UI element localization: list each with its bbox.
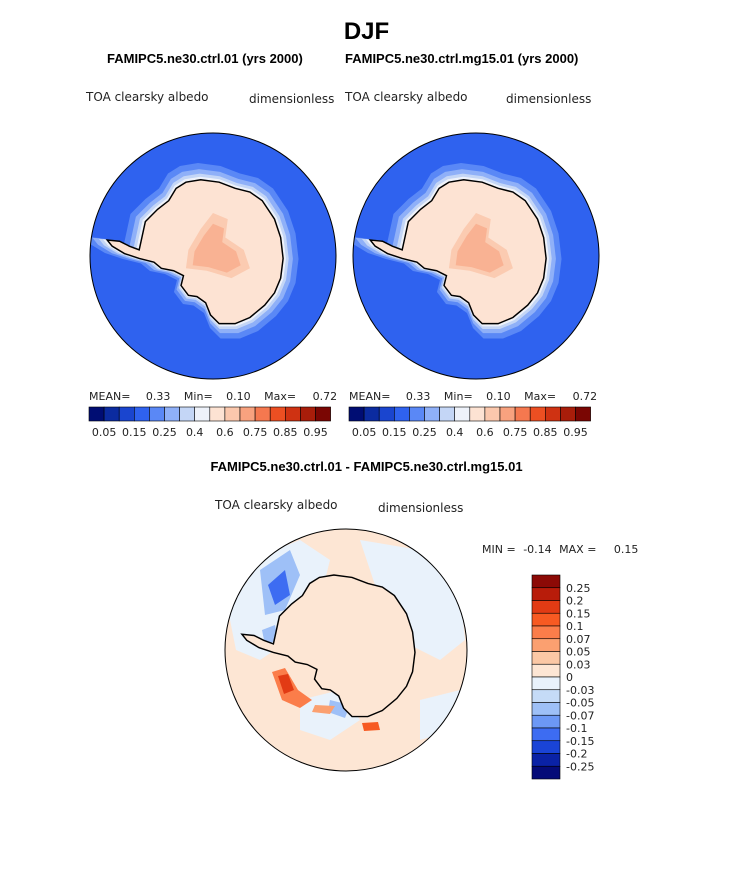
colorbar-tick-label: -0.07	[566, 709, 594, 722]
colorbar-tick-label: 0.07	[566, 633, 591, 646]
colorbar-box	[531, 689, 561, 703]
colorbar-box	[514, 406, 531, 422]
colorbar-box	[531, 702, 561, 716]
diff-units-label: dimensionless	[378, 501, 464, 515]
colorbar-tick-label: 0.05	[92, 426, 117, 439]
colorbar-box	[254, 406, 271, 422]
colorbar-box	[300, 406, 316, 422]
colorbar-tick-label: 0.05	[566, 646, 591, 659]
colorbar-box	[531, 663, 561, 678]
colorbar-tick-label: -0.1	[566, 722, 587, 735]
right-units-label: dimensionless	[506, 92, 592, 106]
colorbar-tick-label: 0.03	[566, 658, 591, 671]
colorbar-box	[284, 406, 301, 422]
colorbar-box	[424, 406, 440, 422]
colorbar-tick-label: 0.6	[476, 426, 494, 439]
colorbar-box	[469, 406, 486, 422]
colorbar-box	[209, 406, 226, 422]
colorbar-box	[103, 406, 120, 422]
colorbar-box	[179, 406, 196, 422]
difference-map	[224, 528, 468, 772]
difference-colorbar: 0.250.20.150.10.070.050.030-0.03-0.05-0.…	[531, 574, 594, 780]
colorbar-box	[531, 587, 561, 601]
colorbar-box	[531, 574, 561, 589]
colorbar-tick-label: 0.95	[563, 426, 588, 439]
colorbar-tick-label: 0	[566, 671, 573, 684]
colorbar-box	[531, 727, 561, 742]
colorbar-box	[378, 406, 395, 422]
colorbar-tick-label: 0.15	[382, 426, 407, 439]
colorbar-tick-label: 0.15	[122, 426, 147, 439]
left-units-label: dimensionless	[249, 92, 335, 106]
colorbar-tick-label: -0.15	[566, 735, 594, 748]
colorbar-box	[484, 406, 501, 422]
colorbar-tick-label: 0.2	[566, 595, 584, 608]
colorbar-box	[269, 406, 286, 422]
colorbar-box	[544, 406, 561, 422]
colorbar-box	[529, 406, 546, 422]
colorbar-tick-label: 0.6	[216, 426, 234, 439]
colorbar-box	[531, 651, 561, 665]
colorbar-box	[224, 406, 241, 422]
colorbar-tick-label: 0.85	[273, 426, 298, 439]
colorbar-tick-label: 0.4	[186, 426, 204, 439]
colorbar-tick-label: 0.25	[412, 426, 437, 439]
colorbar-box	[531, 714, 561, 729]
colorbar-box	[239, 406, 256, 422]
right-colorbar: 0.05 0.15 0.25 0.4 0.6 0.75 0.85 0.95	[348, 406, 591, 439]
colorbar-tick-label: -0.03	[566, 684, 594, 697]
colorbar-tick-label: 0.4	[446, 426, 464, 439]
colorbar-box	[348, 406, 365, 422]
colorbar-box	[393, 406, 410, 422]
colorbar-tick-label: -0.05	[566, 697, 594, 710]
right-panel-title: FAMIPC5.ne30.ctrl.mg15.01 (yrs 2000)	[345, 51, 579, 66]
colorbar-box	[531, 600, 561, 614]
colorbar-box	[409, 406, 425, 422]
right-map	[352, 132, 600, 380]
colorbar-box	[118, 406, 135, 422]
colorbar-box	[164, 406, 180, 422]
colorbar-box	[134, 406, 150, 422]
colorbar-box	[439, 406, 456, 422]
colorbar-tick-label: -0.2	[566, 748, 587, 761]
left-map	[89, 132, 337, 380]
colorbar-box	[531, 740, 561, 754]
left-panel-title: FAMIPC5.ne30.ctrl.01 (yrs 2000)	[107, 51, 303, 66]
colorbar-box	[499, 406, 516, 422]
figure-title: DJF	[343, 18, 390, 45]
colorbar-tick-label: 0.25	[152, 426, 177, 439]
difference-panel-title: FAMIPC5.ne30.ctrl.01 - FAMIPC5.ne30.ctrl…	[210, 459, 523, 474]
colorbar-tick-label: 0.05	[352, 426, 377, 439]
colorbar-tick-label: 0.85	[533, 426, 558, 439]
colorbar-tick-label: 0.15	[566, 607, 591, 620]
colorbar-box	[149, 406, 165, 422]
colorbar-box	[531, 753, 561, 767]
colorbar-box	[531, 612, 561, 627]
colorbar-box	[315, 406, 331, 422]
colorbar-tick-label: 0.25	[566, 582, 591, 595]
colorbar-box	[531, 765, 561, 780]
colorbar-tick-label: 0.75	[243, 426, 268, 439]
colorbar-box	[531, 676, 561, 691]
colorbar-box	[363, 406, 380, 422]
colorbar-tick-label: 0.1	[566, 620, 584, 633]
colorbar-box	[531, 625, 561, 640]
left-stats: MEAN= 0.33 Min= 0.10 Max= 0.72	[89, 390, 338, 403]
colorbar-tick-label: 0.95	[303, 426, 328, 439]
left-variable-label: TOA clearsky albedo	[86, 90, 209, 104]
colorbar-box	[88, 406, 105, 422]
colorbar-box	[531, 638, 561, 652]
left-colorbar: 0.05 0.15 0.25 0.4 0.6 0.75 0.85 0.95	[88, 406, 331, 439]
colorbar-box	[454, 406, 471, 422]
colorbar-tick-label: -0.25	[566, 760, 594, 773]
colorbar-box	[560, 406, 576, 422]
colorbar-box	[194, 406, 211, 422]
right-variable-label: TOA clearsky albedo	[345, 90, 468, 104]
diff-variable-label: TOA clearsky albedo	[215, 498, 338, 512]
colorbar-tick-label: 0.75	[503, 426, 528, 439]
right-stats: MEAN= 0.33 Min= 0.10 Max= 0.72	[349, 390, 598, 403]
colorbar-box	[575, 406, 591, 422]
diff-stats: MIN = -0.14 MAX = 0.15	[482, 543, 639, 556]
